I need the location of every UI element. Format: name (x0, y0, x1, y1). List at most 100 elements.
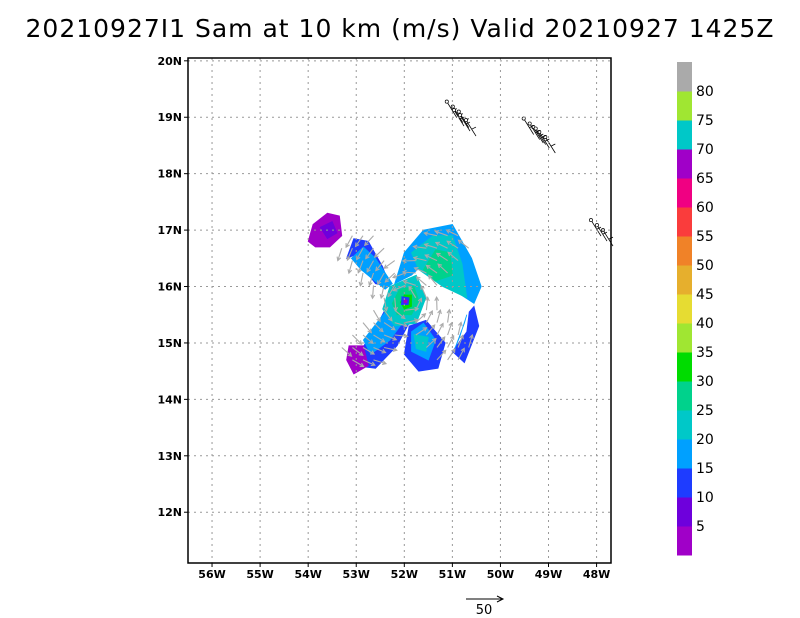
wind-vector (437, 263, 448, 274)
wind-vector-head (384, 278, 390, 283)
wind-vector (365, 247, 374, 259)
wind-vector (359, 272, 364, 286)
wind-vector (393, 284, 406, 292)
wind-vector-head (380, 338, 386, 343)
wind-vector (352, 347, 364, 356)
wind-vector (402, 271, 416, 274)
x-tick-label: 51W (439, 568, 466, 581)
x-tick-label: 50W (487, 568, 514, 581)
wind-vector-head (370, 350, 376, 355)
wind-vector (362, 322, 372, 333)
wind-vector (457, 322, 462, 336)
colorbar-label: 70 (696, 142, 714, 158)
colorbar-segment (677, 207, 692, 237)
wind-vector-head (369, 339, 374, 345)
wind-vector (368, 272, 375, 286)
colorbar-segment (677, 236, 692, 266)
wind-vector-head (439, 322, 444, 328)
y-tick-label: 19N (157, 111, 182, 124)
wind-vector (373, 309, 381, 322)
y-tick-label: 18N (157, 168, 182, 181)
wind-barb-station (444, 99, 449, 104)
wind-vector (428, 275, 438, 286)
wind-vector (426, 264, 438, 274)
wind-vector (436, 252, 448, 262)
wind-vector (383, 322, 396, 331)
wind-barb-layer (444, 99, 614, 247)
wind-vector-head (392, 336, 398, 341)
wind-vector (383, 346, 397, 351)
x-tick-label: 52W (391, 568, 418, 581)
wind-barb-flag (471, 126, 477, 130)
x-tick-label: 53W (343, 568, 370, 581)
y-tick-label: 16N (157, 281, 182, 294)
y-tick-label: 15N (157, 337, 182, 350)
wind-vector (435, 242, 448, 249)
colorbar-label: 30 (696, 374, 714, 390)
wind-vector-head (412, 255, 418, 261)
wind-vector-head (377, 280, 382, 286)
wind-vector-head (421, 313, 427, 318)
wind-vector (366, 260, 374, 273)
chart-title: 20210927I1 Sam at 10 km (m/s) Valid 2021… (25, 14, 775, 43)
y-tick-label: 17N (157, 224, 182, 237)
wind-barb (535, 128, 547, 145)
wind-vector-head (357, 268, 362, 274)
wind-barb-station (533, 126, 538, 131)
wind-vector (356, 247, 364, 260)
colorbar-segment (677, 149, 692, 179)
colorbar-label: 65 (696, 171, 714, 187)
wind-vector-head (346, 256, 351, 262)
wind-vector (384, 272, 396, 283)
colorbar-segment (677, 294, 692, 324)
y-tick-label: 14N (157, 393, 182, 406)
colorbar-label: 5 (696, 519, 705, 535)
colorbar-segment (677, 381, 692, 411)
wind-vector-head (376, 317, 381, 323)
wind-vector (362, 334, 374, 344)
x-tick-label: 56W (198, 568, 225, 581)
wind-vector (362, 347, 375, 355)
wind-vector-head (412, 244, 418, 250)
colorbar-label: 25 (696, 403, 714, 419)
wind-barb (453, 109, 465, 127)
wind-vector (424, 232, 438, 237)
wind-vector (337, 248, 343, 261)
wind-vector (413, 257, 427, 262)
wind-vector (457, 335, 464, 348)
wind-vector (383, 260, 396, 269)
wind-barb-flag (551, 143, 556, 147)
wind-barb-station (452, 108, 456, 113)
wind-vector-head (378, 327, 384, 333)
wind-vector-head (424, 254, 430, 259)
wind-vector (377, 272, 385, 285)
wind-vector (425, 324, 436, 336)
colorbar-label: 55 (696, 229, 714, 245)
wind-vector-head (367, 328, 373, 334)
wind-barb-station (456, 109, 461, 114)
x-axis: 56W 55W 54W 53W 52W 51W 50W 49W 48W (198, 563, 610, 581)
wind-vector-head (400, 314, 406, 320)
wind-vector (346, 247, 353, 261)
wind-vector (374, 247, 385, 258)
wind-vector (394, 334, 408, 337)
wind-vector-head (347, 352, 353, 357)
wind-vector (447, 335, 455, 348)
wind-vector-head (390, 326, 396, 331)
wind-vector (387, 285, 396, 297)
wind-vector-head (387, 292, 392, 298)
colorbar: 5 10 15 20 25 30 35 40 45 50 55 60 65 70 75 80 (677, 62, 714, 556)
y-tick-label: 13N (157, 450, 182, 463)
wind-vector-head (387, 316, 393, 322)
wind-vector (458, 239, 470, 249)
wind-vector (392, 272, 406, 279)
wind-vector (357, 260, 364, 273)
wind-vector-head (357, 340, 363, 346)
wind-vector (414, 267, 427, 274)
wind-vector-head (402, 280, 408, 285)
wind-vector-head (413, 266, 419, 272)
wind-vector (362, 359, 376, 366)
wind-vector-head (459, 334, 464, 340)
wind-vector (364, 235, 374, 246)
wind-vector-head (447, 251, 453, 257)
